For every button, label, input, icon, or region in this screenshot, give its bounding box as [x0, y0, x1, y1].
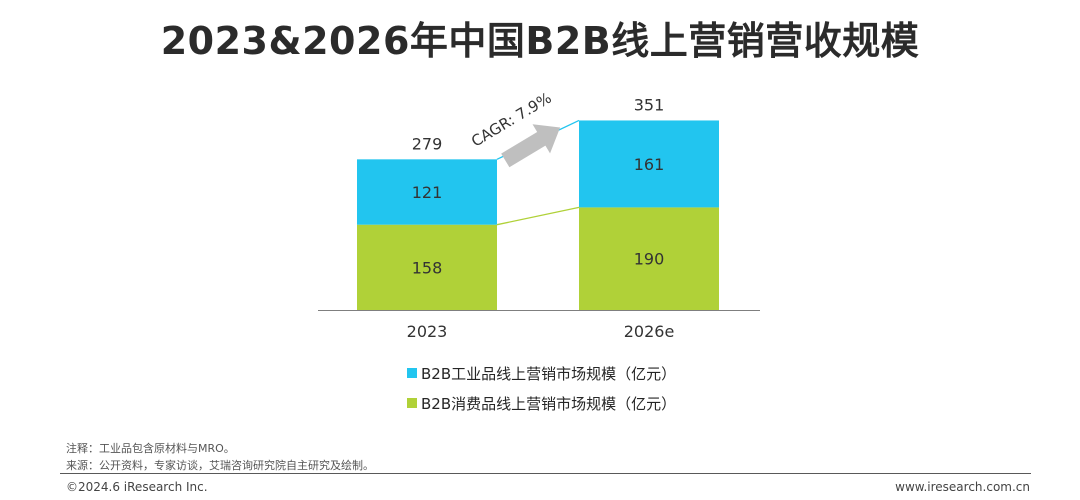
legend-swatch-consumer [407, 398, 417, 408]
x-tick-label: 2023 [407, 322, 448, 341]
chart-title: 2023&2026年中国B2B线上营销营收规模 [160, 19, 920, 63]
note-text: 注释：工业品包含原材料与MRO。 [66, 442, 235, 455]
website-text: www.iresearch.com.cn [895, 480, 1030, 494]
legend-label-industrial: B2B工业品线上营销市场规模（亿元） [421, 364, 677, 383]
source-text: 来源：公开资料，专家访谈，艾瑞咨询研究院自主研究及绘制。 [66, 459, 374, 472]
data-label: 190 [634, 250, 665, 269]
chart-legend: B2B工业品线上营销市场规模（亿元） B2B消费品线上营销市场规模（亿元） [407, 358, 676, 418]
connector-line [496, 206, 580, 226]
bar-segment [579, 120, 719, 208]
cagr-arrow-shape [501, 124, 561, 168]
legend-item-consumer: B2B消费品线上营销市场规模（亿元） [407, 388, 676, 418]
bar-segment [357, 224, 497, 310]
data-label: 121 [412, 183, 443, 202]
x-tick-label: 2026e [624, 322, 675, 341]
legend-item-industrial: B2B工业品线上营销市场规模（亿元） [407, 358, 676, 388]
total-label: 351 [634, 95, 665, 114]
total-label: 279 [412, 134, 443, 153]
cagr-arrow [501, 124, 561, 168]
bar-segment [579, 207, 719, 310]
footnotes: 注释：工业品包含原材料与MRO。 来源：公开资料，专家访谈，艾瑞咨询研究院自主研… [66, 440, 374, 474]
legend-label-consumer: B2B消费品线上营销市场规模（亿元） [421, 394, 677, 413]
copyright-text: ©2024.6 iResearch Inc. [66, 480, 208, 494]
data-label: 158 [412, 258, 443, 277]
bar-segment [357, 159, 497, 225]
footer-divider [60, 473, 1031, 474]
data-label: 161 [634, 155, 665, 174]
legend-swatch-industrial [407, 368, 417, 378]
